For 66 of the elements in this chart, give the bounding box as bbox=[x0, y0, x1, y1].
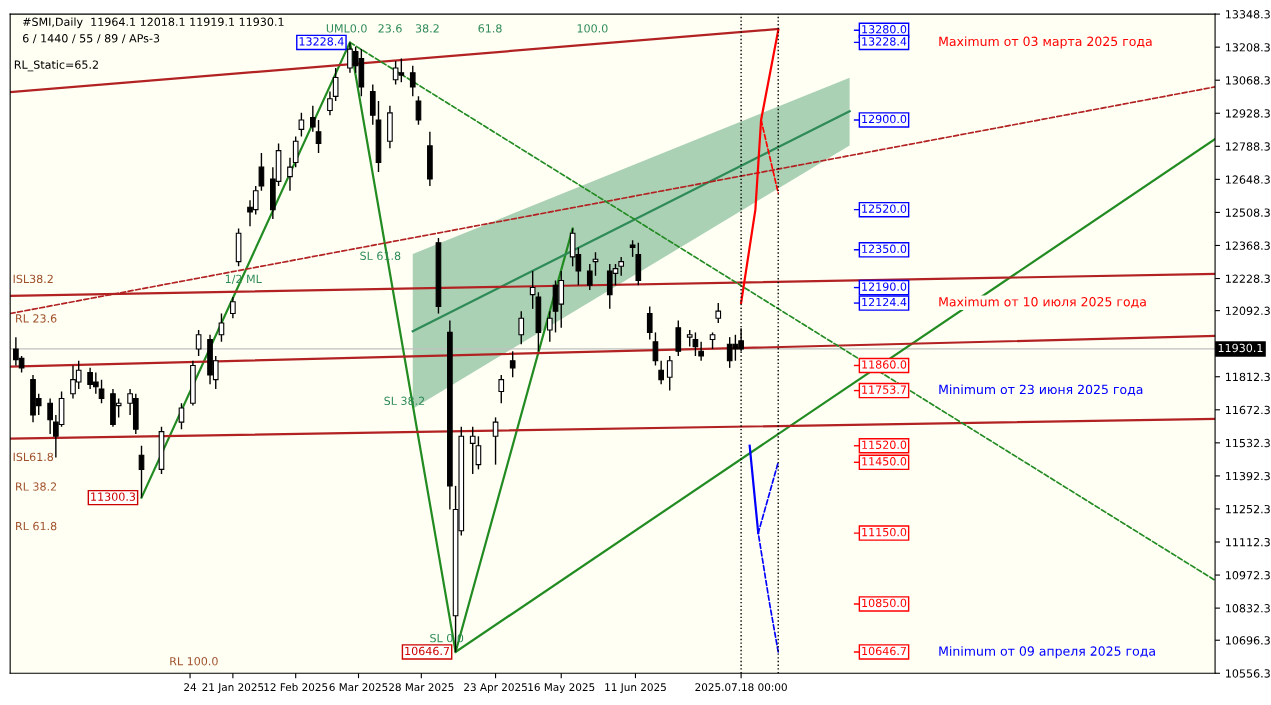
y-tick-label: 11252.3 bbox=[1226, 504, 1270, 514]
annotation: Minimum от 23 июня 2025 года bbox=[939, 384, 1143, 396]
annotation: RL_Static=65.2 bbox=[14, 60, 98, 72]
ref-line-label: 12124.4 bbox=[862, 297, 907, 307]
y-tick-label: 12928.3 bbox=[1226, 109, 1270, 118]
y-tick-label: 11112.3 bbox=[1226, 537, 1270, 547]
x-tick-label: 28 Mar 2025 bbox=[389, 683, 454, 692]
annotation: 38.2 bbox=[415, 24, 439, 33]
ref-line-label: 11753.7 bbox=[862, 385, 907, 394]
x-tick-label: 21 Jan 2025 bbox=[202, 683, 264, 693]
y-tick-label: 12788.3 bbox=[1226, 142, 1270, 151]
x-tick-label: 2025.07.18 00:00 bbox=[695, 683, 787, 692]
y-tick-label: 11532.3 bbox=[1226, 438, 1270, 448]
ref-line-label: 10850.0 bbox=[862, 598, 907, 608]
y-tick-label: 12228.3 bbox=[1226, 274, 1270, 283]
ref-line-label: 11150.0 bbox=[862, 527, 907, 537]
y-tick-label: 10696.3 bbox=[1226, 636, 1270, 645]
ref-line-label: 12350.0 bbox=[862, 244, 907, 254]
y-tick-label: 11392.3 bbox=[1226, 471, 1270, 481]
x-tick-label: 16 May 2025 bbox=[528, 683, 595, 694]
ref-line-label: 11930.1 bbox=[1218, 343, 1263, 353]
annotation: SL 38.2 bbox=[384, 396, 425, 406]
annotation: ISL38.2 bbox=[13, 274, 53, 284]
annotation: 10646.7 bbox=[405, 646, 450, 656]
annotation: ISL61.8 bbox=[13, 452, 54, 462]
x-tick-label: 23 Apr 2025 bbox=[464, 683, 527, 694]
annotation: 11300.3 bbox=[91, 492, 136, 501]
annotation: Maximum от 10 июля 2025 года bbox=[939, 296, 1146, 308]
y-tick-label: 10556.3 bbox=[1226, 669, 1270, 678]
x-tick-label: 12 Feb 2025 bbox=[264, 683, 328, 692]
annotation: RL 23.6 bbox=[16, 314, 57, 323]
ref-line-label: 13280.0 bbox=[862, 25, 907, 34]
ref-line-label: 10646.7 bbox=[862, 646, 907, 656]
annotation: RL 38.2 bbox=[16, 482, 57, 491]
annotation: 13228.4 bbox=[299, 37, 344, 46]
y-tick-label: 10972.3 bbox=[1226, 571, 1270, 580]
ref-line-label: 13228.4 bbox=[862, 37, 907, 46]
y-tick-label: 12648.3 bbox=[1226, 175, 1270, 184]
annotation: 61.8 bbox=[478, 24, 502, 33]
y-tick-label: 10832.3 bbox=[1226, 604, 1270, 613]
ref-line-label: 11450.0 bbox=[862, 457, 907, 466]
annotation: UML0.0 bbox=[326, 24, 367, 33]
y-tick-label: 13348.3 bbox=[1226, 10, 1270, 19]
annotation: RL 100.0 bbox=[170, 656, 218, 666]
ref-line-label: 12900.0 bbox=[862, 114, 907, 124]
y-tick-label: 11812.3 bbox=[1226, 372, 1270, 382]
text: 6 / 1440 / 55 / 89 / APs-3 bbox=[22, 34, 160, 44]
annotation: RL 61.8 bbox=[16, 521, 57, 531]
y-tick-label: 12508.3 bbox=[1226, 208, 1270, 217]
y-tick-label: 12092.3 bbox=[1226, 306, 1270, 316]
ref-line-label: 11520.0 bbox=[862, 440, 907, 449]
x-tick-label: 6 Mar 2025 bbox=[329, 683, 388, 692]
y-tick-label: 11672.3 bbox=[1226, 405, 1270, 415]
annotation: Minimum от 09 апреля 2025 года bbox=[939, 646, 1155, 659]
y-tick-label: 13068.3 bbox=[1226, 76, 1270, 85]
x-tick-label: 11 Jun 2025 bbox=[605, 683, 666, 693]
y-tick-label: 13208.3 bbox=[1226, 43, 1270, 52]
ref-line-label: 11860.0 bbox=[862, 360, 907, 369]
y-tick-label: 12368.3 bbox=[1226, 241, 1270, 250]
annotation: 23.6 bbox=[378, 24, 402, 33]
x-tick-label: 24 bbox=[184, 683, 197, 691]
chart-title: #SMI,Daily 11964.1 12018.1 11919.1 11930.1 bbox=[23, 17, 284, 29]
annotation: Maximum от 03 марта 2025 года bbox=[939, 36, 1152, 49]
ref-line-label: 12520.0 bbox=[862, 204, 907, 213]
annotation: 100.0 bbox=[577, 24, 608, 33]
ref-line-label: 12190.0 bbox=[862, 282, 907, 291]
